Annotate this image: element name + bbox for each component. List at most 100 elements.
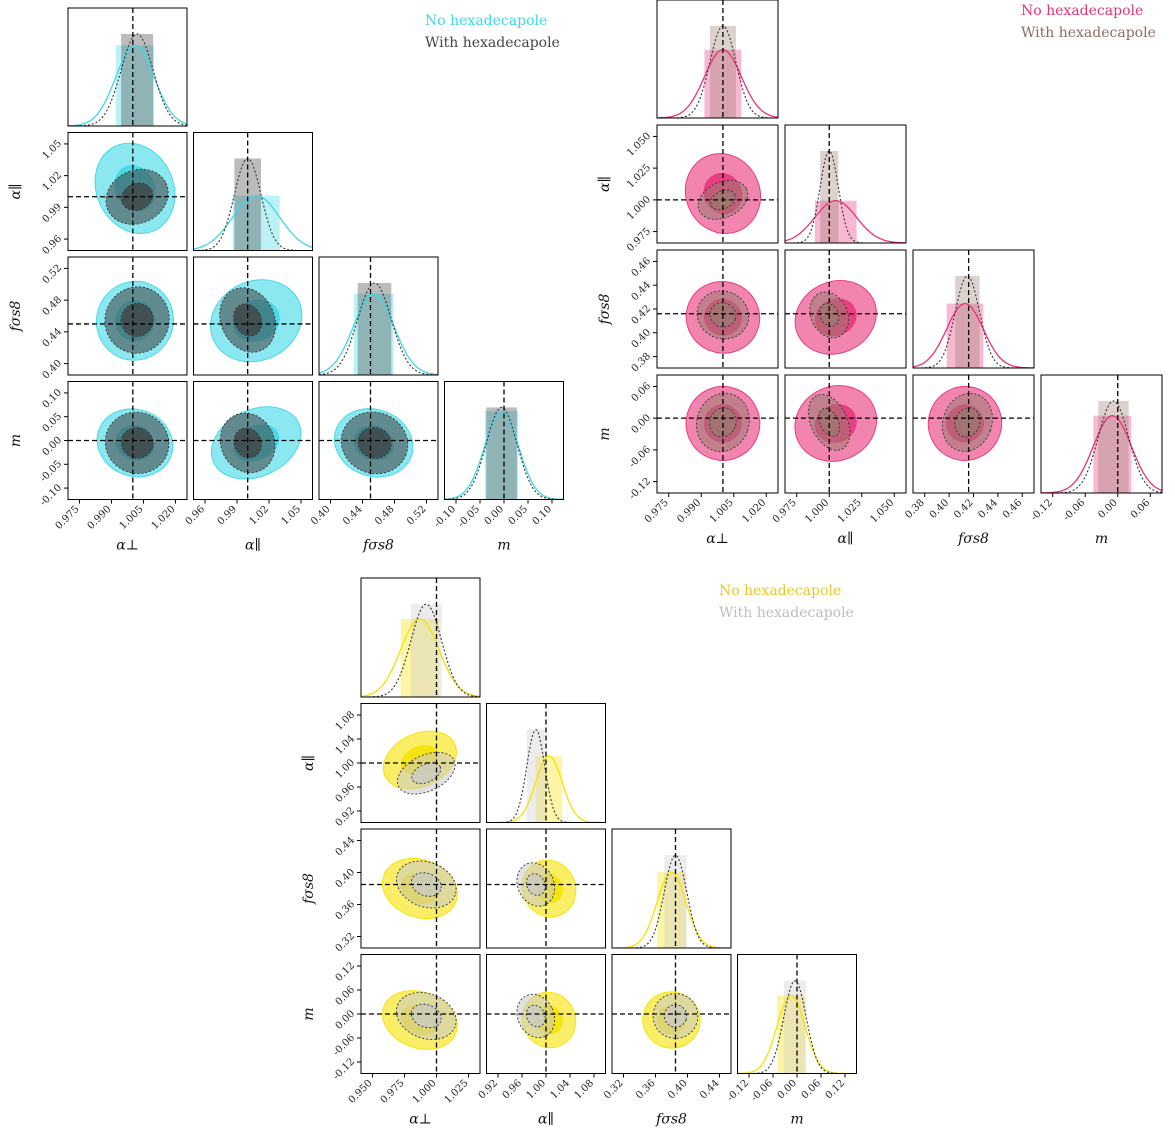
x-tick-label: 0.06 [1129,497,1153,521]
marginal-curve-1 [612,854,731,948]
contour-1-1sigma [410,1003,442,1029]
sigma-band-0 [1093,415,1132,493]
x-tick-label: 0.46 [1001,497,1025,521]
sigma-band-1 [357,282,392,375]
x-tick-label: -0.12 [725,1078,751,1104]
sigma-band-1 [526,729,545,823]
contour-1-1sigma [709,407,737,438]
panel-frame [1040,374,1163,494]
x-tick-label: -0.10 [432,504,458,530]
x-tick-label: 0.44 [698,1078,722,1102]
y-tick-label: -0.05 [38,459,64,485]
y-tick-label: 1.00 [334,757,358,781]
x-tick-label: 0.975 [54,504,82,532]
panel-frame [318,256,439,376]
x-tick-label: 1.04 [549,1078,573,1102]
sigma-band-1 [486,407,517,500]
y-tick-label: -0.12 [331,1056,357,1082]
panel-0-3: 0.975 0.990 1.005 1.020 α⊥ -0.12 -0.06 0.00 0.06… [597,374,779,547]
x-axis-label: α⊥ [409,1112,432,1128]
panel-1-3: 0.96 0.99 1.02 1.05 α∥ [184,381,313,554]
panel-0-2: 0.32 0.36 0.40 0.44 fσs8 [301,828,481,954]
y-tick-label: 0.40 [630,327,654,351]
x-tick-label: 0.00 [776,1078,800,1102]
contour-1-1sigma [663,1004,688,1028]
panel-0-2: 0.380.400.420.440.46 fσs8 [597,249,779,374]
y-tick-label: 0.05 [41,411,65,435]
y-tick-label: -0.06 [331,1032,357,1058]
panel-0-0 [360,577,481,698]
panel-2-2 [912,249,1035,369]
panel-1-2 [486,828,606,949]
contour-1-1sigma [525,1004,546,1028]
panel-frame [611,828,732,949]
x-tick-label: 1.08 [573,1078,597,1102]
y-tick-label: 0.48 [41,294,65,318]
y-axis-label: fσs8 [8,300,24,332]
panel-frame [486,828,606,949]
panel-0-1: 0.975 1.000 1.025 1.050 α∥ [597,124,779,254]
y-tick-label: 0.975 [625,226,653,254]
y-axis-label: m [301,1007,317,1020]
contour-1-1sigma [120,302,154,337]
y-tick-label: 0.40 [41,358,65,382]
panel-0-1: 0.96 0.99 1.02 1.05 α∥ [8,132,188,257]
sigma-band-1 [1098,400,1129,493]
x-tick-label: 0.36 [634,1078,658,1102]
corner-plot-2: 0.920.961.001.041.08α∥0.320.360.400.44fσ… [301,577,857,1128]
panel-frame [784,249,907,369]
sigma-band-0 [777,995,805,1074]
y-tick-label: 0.06 [334,984,358,1008]
panel-0-0 [656,0,779,119]
y-tick-label: 1.02 [41,170,65,194]
legend-with-hex: With hexadecapole [719,605,854,621]
panel-frame [67,256,188,376]
y-tick-label: 0.96 [334,781,358,805]
x-tick-label: 0.00 [483,504,507,528]
x-tick-label: 0.96 [501,1078,525,1102]
x-tick-label: 1.025 [836,497,864,525]
x-axis-label: α∥ [245,538,261,554]
x-axis-label: m [790,1112,803,1128]
sigma-band-0 [115,45,155,126]
x-tick-label: 1.005 [118,504,146,532]
marginal-curve-0 [68,44,187,126]
x-tick-label: 0.06 [800,1078,824,1102]
x-axis-label: α∥ [838,531,854,547]
panel-frame [912,249,1035,369]
panel-3-3: -0.10-0.05 0.00 0.05 0.10 m [432,381,564,554]
legend-no-hex: No hexadecapole [1021,3,1144,19]
x-axis-label: fσs8 [362,538,394,554]
y-axis-label: α∥ [597,176,613,192]
contour-1-1sigma [233,427,262,459]
corner-plot-0: 0.960.991.021.05α∥0.400.440.480.52fσs80.… [8,7,564,554]
y-tick-label: 0.52 [41,263,65,287]
marginal-curve-0 [1041,415,1162,493]
sigma-band-0 [400,619,440,697]
marginal-curve-0 [319,293,438,375]
y-tick-label: 0.44 [41,326,65,350]
marginal-curve-0 [444,410,564,500]
panel-frame [193,381,313,500]
marginal-curve-0 [913,302,1034,368]
panel-frame [656,0,779,119]
y-tick-label: 0.36 [334,899,358,923]
sigma-band-0 [657,872,686,948]
x-tick-label: 0.990 [675,497,703,525]
x-tick-label: 0.975 [643,497,671,525]
x-tick-label: 0.92 [477,1078,501,1102]
x-tick-label: 1.025 [443,1078,471,1106]
x-axis-label: m [497,538,510,554]
panel-0-1: 0.920.961.001.041.08 α∥ [301,703,481,829]
sigma-band-1 [121,33,154,126]
y-axis-label: α∥ [8,184,24,200]
panel-1-2 [784,249,907,369]
marginal-curve-0 [361,618,480,697]
marginal-curve-0 [193,194,313,250]
panel-2-3: 0.40 0.44 0.48 0.52 fσs8 [309,381,439,554]
panel-0-3: 0.950 0.975 1.000 1.025 α⊥ -0.12-0.060.000.06… [301,954,481,1128]
y-tick-label: 0.00 [630,412,654,436]
x-tick-label: 1.05 [280,504,304,528]
panel-1-1 [193,132,313,251]
